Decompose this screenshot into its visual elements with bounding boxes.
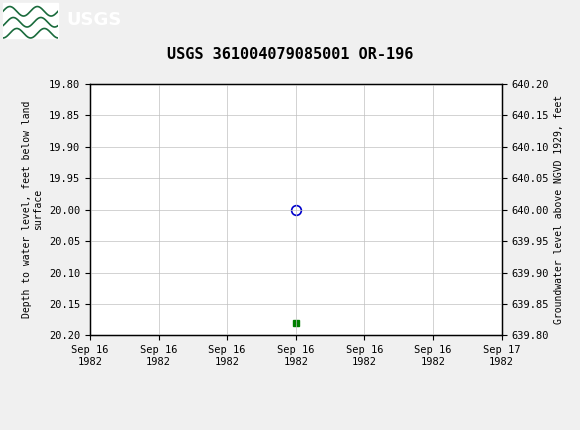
Text: USGS 361004079085001 OR-196: USGS 361004079085001 OR-196 (167, 47, 413, 62)
Text: USGS: USGS (67, 12, 122, 29)
Y-axis label: Groundwater level above NGVD 1929, feet: Groundwater level above NGVD 1929, feet (554, 95, 564, 324)
Y-axis label: Depth to water level, feet below land
surface: Depth to water level, feet below land su… (22, 101, 44, 318)
Bar (3, 3, 58, 37)
